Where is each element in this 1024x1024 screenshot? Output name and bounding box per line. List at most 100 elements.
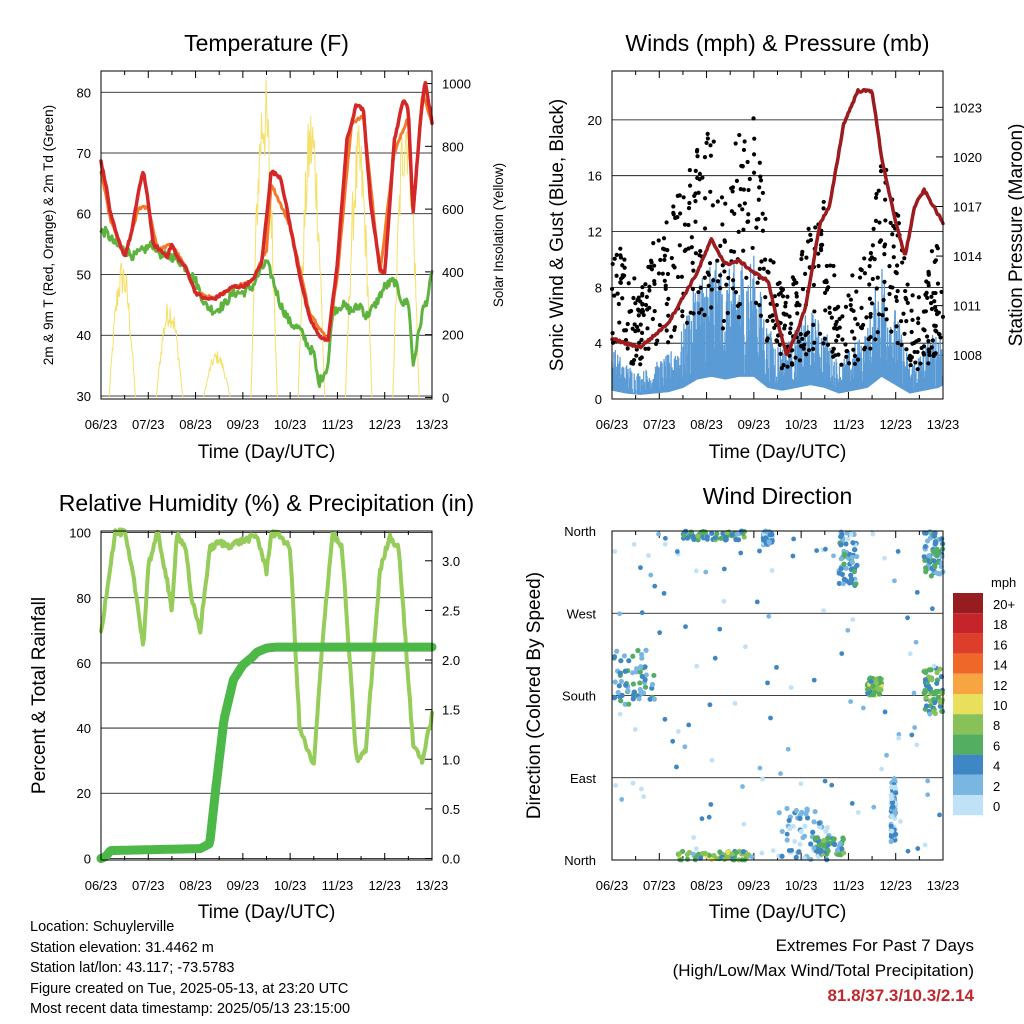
direction-point — [639, 655, 645, 661]
direction-point — [693, 846, 699, 852]
gust-point — [800, 249, 805, 254]
direction-point — [928, 667, 934, 673]
direction-point — [740, 784, 745, 789]
legend-swatch — [953, 714, 983, 735]
direction-point — [811, 819, 817, 825]
direction-point — [729, 531, 736, 538]
y-tick-label: North — [564, 524, 596, 539]
x-tick-label: 09/23 — [227, 878, 260, 893]
y2-tick-label: 1000 — [442, 77, 471, 92]
direction-point — [931, 663, 937, 669]
gust-point — [623, 338, 629, 343]
gust-point — [816, 251, 821, 256]
gust-point — [700, 175, 705, 180]
direction-point — [721, 566, 727, 572]
y-axis-label: Sonic Wind & Gust (Blue, Black) — [547, 99, 568, 371]
gust-point — [857, 275, 863, 280]
gust-point — [647, 288, 652, 293]
gust-point — [803, 332, 808, 338]
direction-point — [914, 589, 920, 595]
gust-point — [708, 189, 713, 194]
gust-point — [678, 211, 683, 216]
direction-point — [741, 821, 747, 827]
gust-point — [693, 199, 698, 204]
gust-point — [614, 273, 619, 278]
x-tick-label: 13/23 — [927, 417, 960, 432]
direction-point — [937, 571, 943, 577]
gust-point — [924, 334, 930, 339]
direction-point — [929, 606, 935, 612]
gust-point — [723, 201, 728, 206]
direction-point — [711, 852, 717, 859]
gust-point — [921, 352, 927, 357]
gust-point — [631, 295, 636, 301]
gust-point — [821, 341, 826, 346]
direction-point — [793, 807, 799, 814]
winds-panel: Winds (mph) & Pressure (mb) Time (Day/UTC… — [547, 30, 1024, 463]
gust-point — [797, 358, 803, 363]
direction-point — [890, 804, 896, 810]
gust-point — [832, 273, 837, 278]
direction-point — [802, 823, 808, 829]
gust-point — [840, 337, 845, 342]
direction-point — [661, 590, 667, 596]
direction-point — [925, 778, 931, 784]
solar-insolation-trace — [345, 125, 373, 398]
legend-label: 4 — [993, 759, 1000, 774]
gust-point — [905, 300, 910, 306]
solar-insolation-trace — [392, 115, 420, 398]
direction-point — [617, 711, 623, 717]
direction-point — [935, 694, 941, 701]
y-tick-label: 40 — [77, 328, 91, 343]
gust-point — [644, 294, 649, 300]
gust-point — [639, 337, 644, 342]
direction-point — [792, 839, 798, 844]
gust-point — [658, 257, 663, 263]
direction-point — [788, 685, 794, 691]
direction-point — [613, 783, 619, 788]
gust-point — [687, 167, 692, 173]
gust-point — [618, 255, 624, 260]
direction-point — [702, 850, 708, 857]
gust-point — [733, 141, 738, 146]
gust-point — [759, 259, 764, 264]
direction-point — [841, 561, 847, 567]
direction-point — [816, 820, 822, 826]
gust-point — [695, 154, 700, 159]
direction-point — [848, 699, 853, 704]
y2-tick-label: 800 — [442, 139, 464, 154]
gust-point — [836, 304, 841, 309]
gust-point — [682, 222, 688, 227]
direction-point — [907, 651, 913, 657]
gust-point — [833, 322, 838, 327]
y2-tick-label: 1023 — [953, 100, 982, 115]
direction-point — [789, 847, 795, 853]
extremes-box: Extremes For Past 7 Days (High/Low/Max W… — [673, 933, 974, 1008]
direction-point — [642, 684, 649, 690]
gust-point — [824, 280, 829, 285]
y-tick-label: 0 — [595, 392, 602, 407]
gust-point — [740, 207, 745, 212]
direction-point — [814, 835, 821, 841]
gust-point — [693, 168, 698, 173]
gust-point — [902, 256, 907, 261]
gust-point — [756, 217, 761, 222]
direction-point — [922, 842, 928, 848]
gust-point — [844, 349, 849, 354]
gust-point — [806, 348, 812, 353]
legend-label: 2 — [993, 779, 1000, 794]
gust-point — [800, 336, 805, 342]
gust-point — [843, 304, 849, 310]
direction-point — [699, 816, 705, 822]
gust-point — [692, 193, 697, 198]
gust-point — [834, 326, 840, 331]
gust-point — [887, 291, 892, 297]
gust-point — [858, 325, 864, 330]
gust-point — [720, 263, 725, 268]
gust-point — [686, 222, 691, 228]
gust-point — [677, 243, 682, 248]
direction-point — [729, 851, 735, 857]
gust-point — [688, 310, 693, 315]
direction-point — [797, 815, 803, 822]
gust-point — [702, 312, 707, 318]
